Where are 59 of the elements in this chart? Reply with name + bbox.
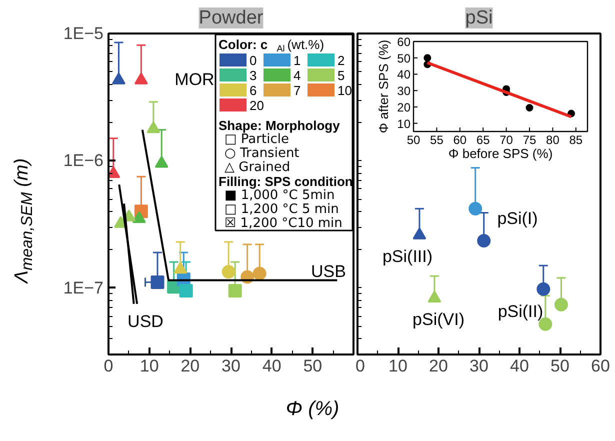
x-tick-label: 30 xyxy=(222,356,240,376)
x-axis-title: Φ before SPS (%) xyxy=(448,146,553,161)
x-tick-label: 65 xyxy=(476,133,490,147)
y-tick-label: 1E−7 xyxy=(63,278,104,298)
annotation: USB xyxy=(311,262,346,281)
x-tick-label: 70 xyxy=(500,133,514,147)
annotation: pSi(VI) xyxy=(412,310,464,329)
x-tick-label: 50 xyxy=(406,133,420,147)
x-tick-label: 20 xyxy=(429,356,448,376)
category-label: 6 xyxy=(250,83,257,98)
category-label: 20 xyxy=(250,98,264,113)
category-label: 0 xyxy=(250,53,257,68)
x-tick-label: 10 xyxy=(140,356,159,376)
category-label: 2 xyxy=(338,53,345,68)
annotation: □ 1,200 °C 5 min xyxy=(224,202,339,217)
y-tick-label: 20 xyxy=(397,100,411,114)
annotation: ☒ 1,200 °C10 min xyxy=(224,216,342,231)
y-tick-label: 60 xyxy=(397,35,411,49)
x-axis-title: Φ (%) xyxy=(284,397,340,422)
x-tick-label: 85 xyxy=(569,133,583,147)
category-label: 10 xyxy=(338,83,352,98)
x-tick-label: 20 xyxy=(180,356,200,376)
y-tick-label: 1E−5 xyxy=(63,24,104,43)
x-tick-label: 50 xyxy=(550,356,570,376)
chart-title: Powder xyxy=(198,8,264,28)
chart-title: pSi xyxy=(465,8,493,28)
x-tick-label: 55 xyxy=(430,133,444,147)
annotation: Filling: SPS condition xyxy=(218,174,353,189)
y-axis-title: Φ after SPS (%) xyxy=(376,40,391,134)
x-tick-label: 75 xyxy=(522,133,536,147)
annotation: pSi(II) xyxy=(498,302,544,321)
y-tick-label: 10 xyxy=(397,116,411,131)
annotation: △ Grained xyxy=(224,160,290,175)
x-tick-label: 60 xyxy=(453,133,467,147)
x-tick-label: 0 xyxy=(104,356,114,376)
category-label: 5 xyxy=(338,68,345,83)
annotation: ■ 1,000 °C 5min xyxy=(224,188,335,203)
x-tick-label: 30 xyxy=(470,356,488,376)
annotation: MOR xyxy=(174,70,214,89)
y-tick-label: 40 xyxy=(397,68,411,82)
y-tick-label: 30 xyxy=(397,84,411,98)
x-tick-label: 40 xyxy=(262,356,282,376)
x-tick-label: 0 xyxy=(356,356,365,376)
x-tick-label: 50 xyxy=(303,356,322,376)
annotation: □ Particle xyxy=(224,132,289,147)
category-label: 1 xyxy=(294,53,301,68)
y-tick-label: 1E−6 xyxy=(63,151,104,170)
category-label: 7 xyxy=(294,83,301,98)
x-tick-label: 60 xyxy=(591,356,610,376)
x-tick-label: 40 xyxy=(510,356,529,376)
annotation: pSi(I) xyxy=(497,209,538,228)
annotation: ○ Transient xyxy=(224,146,300,161)
annotation: pSi(III) xyxy=(382,247,433,266)
category-label: 4 xyxy=(294,68,301,83)
category-label: 3 xyxy=(250,68,257,83)
x-tick-label: 80 xyxy=(546,133,560,147)
annotation: USD xyxy=(128,312,164,331)
annotation: Shape: Morphology xyxy=(218,118,341,133)
y-tick-label: 50 xyxy=(397,51,411,66)
